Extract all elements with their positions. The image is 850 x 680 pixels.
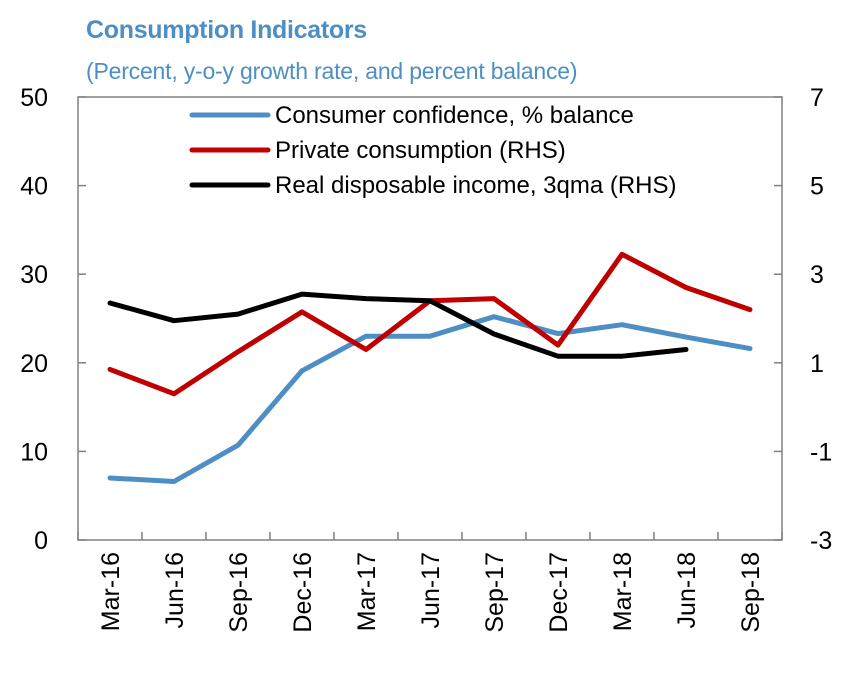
y-left-tick-label: 50 — [20, 84, 48, 112]
series-line — [107, 291, 689, 359]
x-tick-label: Jun-17 — [417, 552, 445, 628]
y-right-tick-label: -1 — [810, 438, 832, 466]
x-tick-label: Jun-18 — [673, 552, 701, 628]
x-tick-label: Mar-17 — [353, 552, 381, 631]
legend-label: Private consumption (RHS) — [275, 137, 566, 164]
x-tick-label: Sep-16 — [225, 552, 253, 633]
x-tick-label: Sep-17 — [481, 552, 509, 633]
y-right-tick-label: 7 — [810, 84, 824, 112]
y-left-tick-label: 10 — [20, 438, 48, 466]
series-line — [107, 314, 753, 484]
y-right-tick-label: -3 — [810, 527, 832, 555]
y-right-tick-label: 1 — [810, 350, 824, 378]
y-right-tick-label: 5 — [810, 173, 824, 201]
legend-label: Consumer confidence, % balance — [275, 102, 634, 129]
chart-title: Consumption Indicators — [86, 16, 367, 44]
legend-label: Real disposable income, 3qma (RHS) — [275, 172, 677, 199]
series-line — [107, 251, 753, 397]
y-left-tick-label: 0 — [34, 527, 48, 555]
y-left-tick-label: 30 — [20, 261, 48, 289]
axes: 0 10 20 30 40 50 -3 -1 1 3 5 7 Mar-16 Jun-16 Sep-16 Dec… — [20, 84, 832, 633]
x-tick-label: Mar-16 — [97, 552, 125, 631]
x-tick-label: Mar-18 — [609, 552, 637, 631]
x-tick-label: Dec-17 — [545, 552, 573, 633]
plot-frame — [77, 96, 783, 541]
y-left-tick-label: 20 — [20, 350, 48, 378]
series-lines — [107, 251, 753, 484]
x-tick-label: Sep-18 — [737, 552, 765, 633]
chart-subtitle: (Percent, y-o-y growth rate, and percent… — [86, 58, 578, 84]
legend: Consumer confidence, % balance Private co… — [189, 102, 677, 199]
y-right-tick-label: 3 — [810, 261, 824, 289]
x-tick-label: Jun-16 — [161, 552, 189, 628]
y-left-tick-label: 40 — [20, 173, 48, 201]
x-tick-label: Dec-16 — [289, 552, 317, 633]
